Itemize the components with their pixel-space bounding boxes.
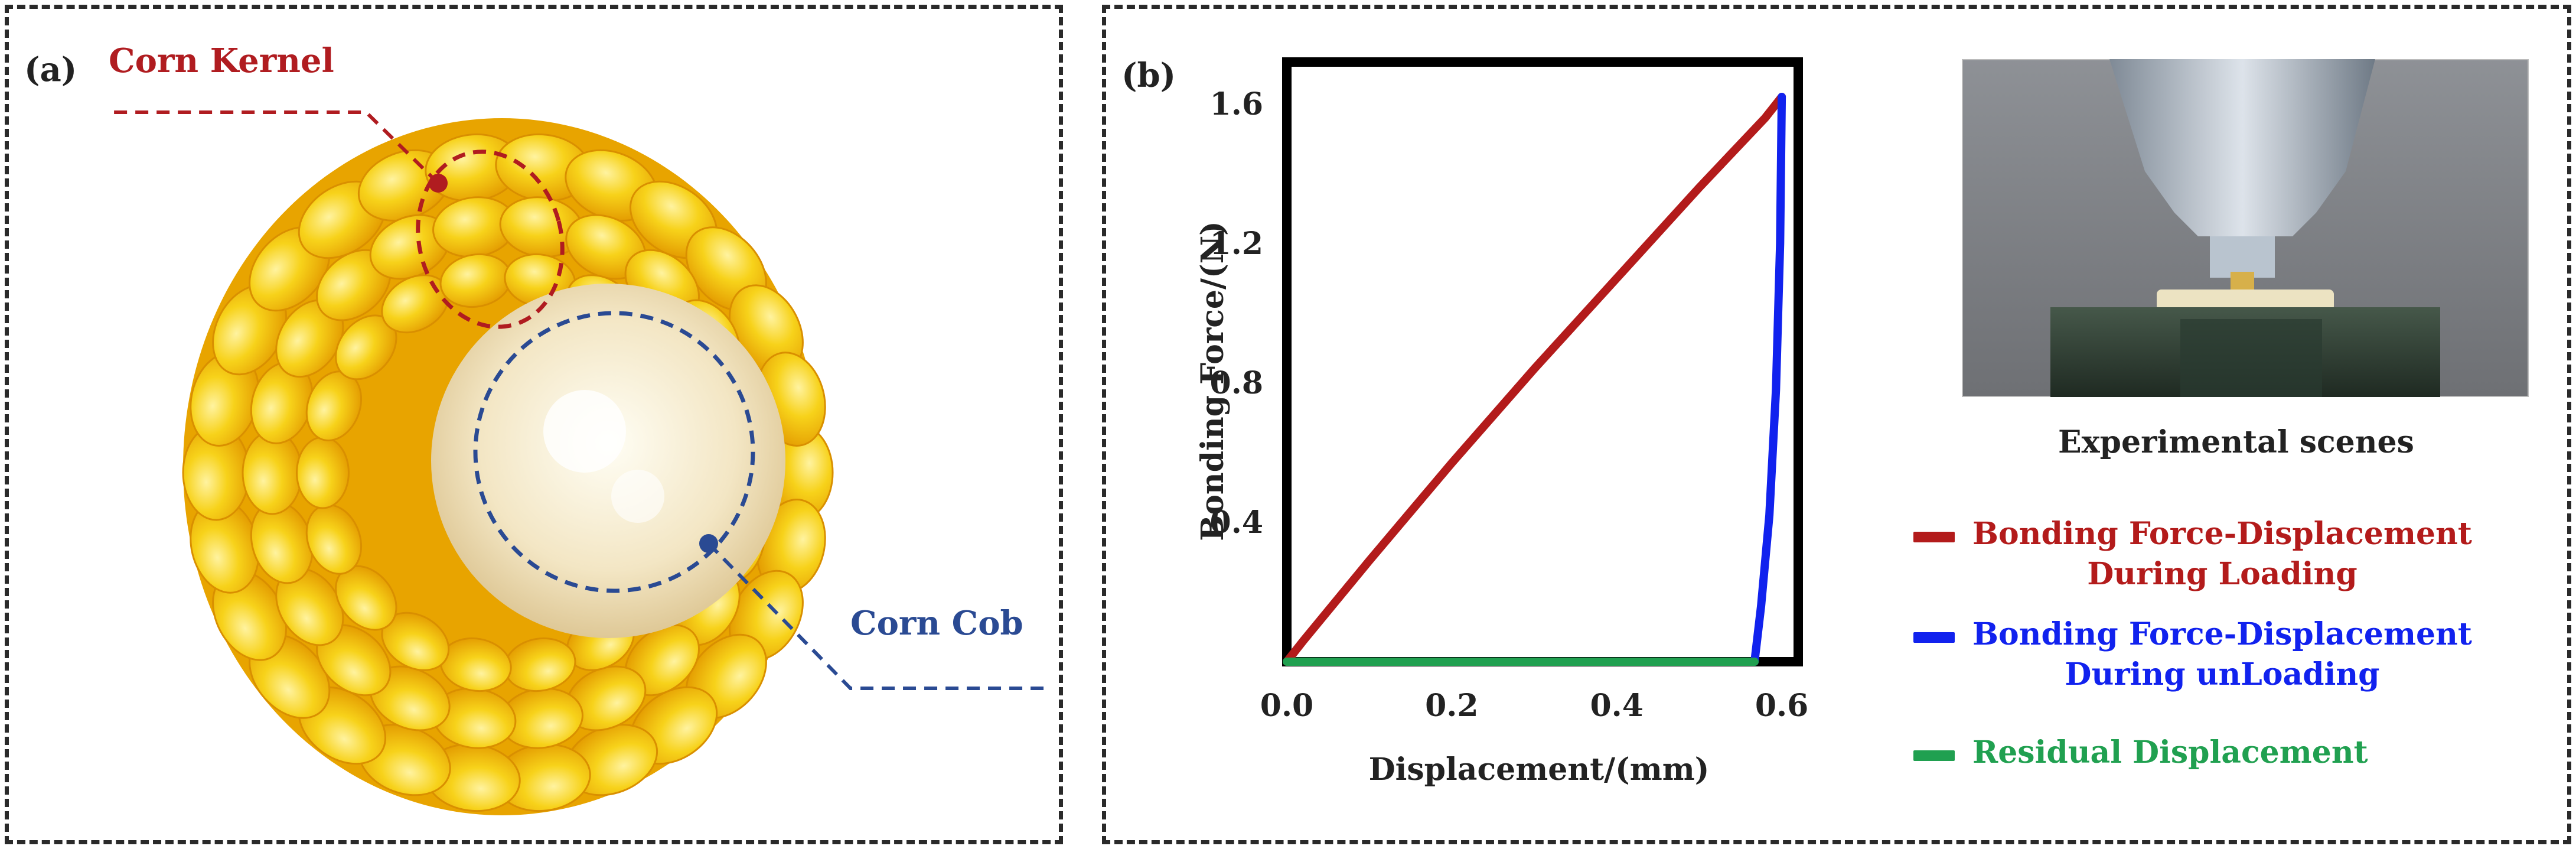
x-tick-label: 0.2 bbox=[1425, 688, 1478, 724]
legend-label-loading-line2: During Loading bbox=[2087, 556, 2357, 592]
corn-kernel-callout bbox=[106, 110, 565, 329]
y-tick-label: 1.2 bbox=[1210, 226, 1263, 262]
legend-label-unloading: Bonding Force-Displacement During unLoad… bbox=[1972, 614, 2472, 695]
legend-label-unloading-line2: During unLoading bbox=[2065, 656, 2380, 692]
legend-item-loading: Bonding Force-Displacement During Loadin… bbox=[1913, 514, 2472, 594]
panel-a-label: (a) bbox=[24, 50, 77, 89]
legend-swatch-unloading bbox=[1913, 632, 1955, 643]
legend-label-unloading-line1: Bonding Force-Displacement bbox=[1972, 616, 2472, 652]
experiment-photo bbox=[1962, 59, 2529, 397]
panel-b-label: (b) bbox=[1121, 56, 1176, 95]
legend-label-residual-line1: Residual Displacement bbox=[1972, 734, 2368, 770]
legend-label-loading-line1: Bonding Force-Displacement bbox=[1972, 516, 2472, 552]
legend-item-residual: Residual Displacement bbox=[1913, 733, 2368, 773]
corn-cob-body bbox=[182, 118, 834, 815]
legend-swatch-residual bbox=[1913, 750, 1955, 761]
y-tick-label: 0.8 bbox=[1210, 365, 1263, 401]
series-line-0 bbox=[1283, 93, 1786, 666]
x-tick-label: 0.4 bbox=[1590, 688, 1643, 724]
corn-cob-callout bbox=[473, 311, 1051, 690]
legend-item-unloading: Bonding Force-Displacement During unLoad… bbox=[1913, 614, 2472, 695]
corn-kernel-label: Corn Kernel bbox=[109, 41, 334, 80]
y-tick-label: 1.6 bbox=[1210, 86, 1263, 122]
legend-swatch-loading bbox=[1913, 532, 1955, 542]
y-axis-label: Bonding Force/(N) bbox=[1195, 221, 1231, 541]
force-displacement-chart: 0.0 0.2 0.4 0.6 0.4 0.8 1.2 1.6 Bonding Force/(… bbox=[1195, 57, 1808, 788]
clamp-jaw bbox=[2109, 59, 2375, 236]
y-tick-label: 0.4 bbox=[1210, 505, 1263, 541]
legend-label-residual: Residual Displacement bbox=[1972, 733, 2368, 773]
legend-label-loading: Bonding Force-Displacement During Loadin… bbox=[1972, 514, 2472, 594]
series-line-1 bbox=[1750, 93, 1786, 666]
corn-kernel bbox=[296, 436, 350, 509]
x-tick-label: 0.0 bbox=[1260, 688, 1313, 724]
corn-cob-label: Corn Cob bbox=[850, 604, 1023, 643]
x-axis-label: Displacement/(mm) bbox=[1369, 752, 1710, 788]
corn-sample bbox=[2157, 289, 2334, 311]
x-tick-label: 0.6 bbox=[1755, 688, 1808, 724]
photo-caption: Experimental scenes bbox=[2058, 424, 2414, 460]
